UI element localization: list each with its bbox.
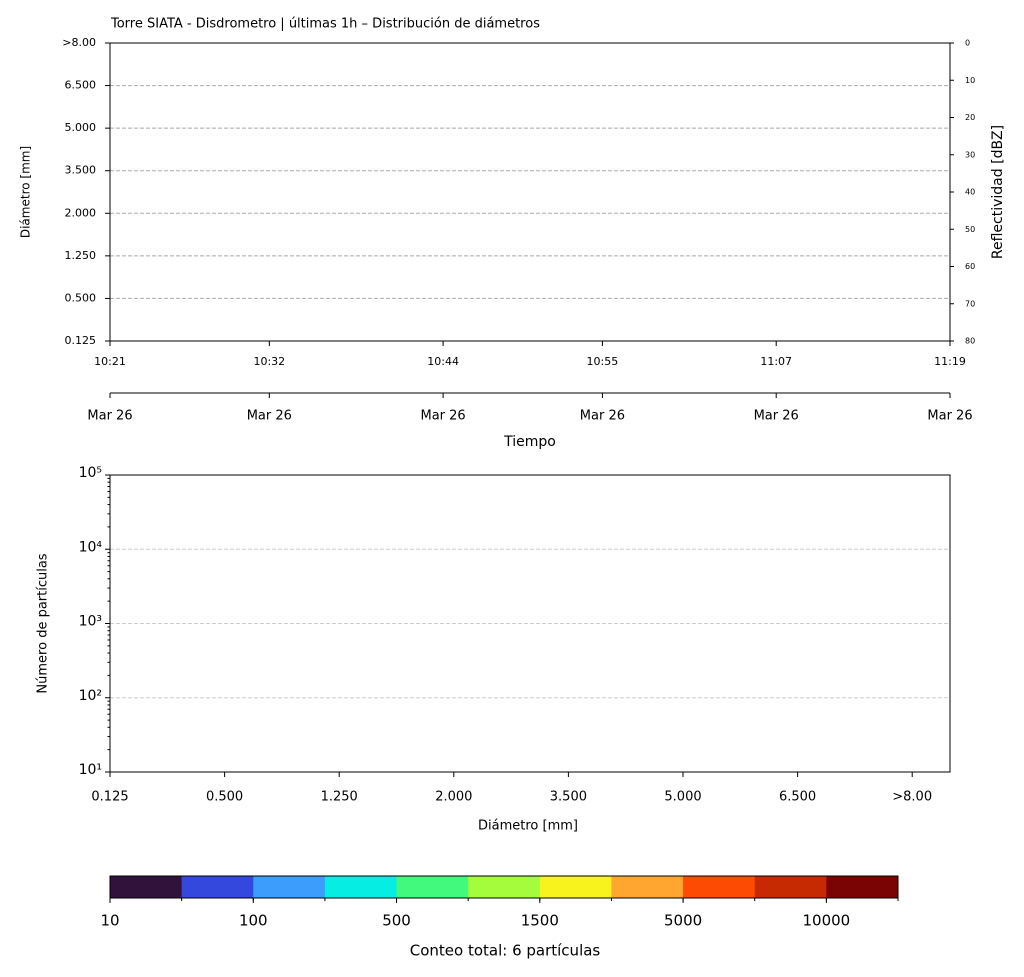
x-axis-label: Diámetro [mm]: [478, 819, 578, 834]
y2-tick-label: 10: [965, 76, 975, 85]
x2-tick-label: Mar 26: [927, 409, 972, 424]
x-tick-label: 1.250: [321, 790, 358, 805]
x-tick-label: 0.125: [91, 790, 128, 805]
colorbar-tick-label: 5000: [664, 912, 702, 930]
color-swatch: [396, 876, 469, 898]
y-tick-label: 6.500: [65, 79, 97, 92]
plot-frame: [109, 42, 951, 342]
x-tick-label: 3.500: [550, 790, 587, 805]
chart-title: Torre SIATA - Disdrometro | últimas 1h –…: [110, 17, 540, 32]
x-tick-label: 10:44: [427, 355, 459, 368]
y2-tick-label: 60: [965, 262, 975, 271]
y-tick-label: 10⁴: [79, 539, 103, 555]
color-swatch: [754, 876, 827, 898]
y2-axis-label: Reflectividad [dBZ]: [990, 125, 1006, 259]
color-swatch: [324, 876, 398, 898]
color-swatch: [683, 876, 756, 898]
y-tick-label: 1.250: [65, 249, 97, 262]
y2-tick-label: 80: [965, 337, 975, 346]
colorbar-tick-label: 100: [239, 912, 268, 930]
x-tick-label: 10:21: [94, 355, 126, 368]
y2-tick-label: 70: [965, 299, 975, 308]
x-tick-label: >8.00: [892, 790, 932, 805]
x2-tick-label: Mar 26: [247, 409, 292, 424]
x-tick-label: 10:32: [253, 355, 285, 368]
y-tick-label: 10⁵: [79, 465, 102, 481]
y2-tick-label: 40: [965, 188, 975, 197]
y-tick-label: 3.500: [65, 164, 97, 177]
x-axis-label: Tiempo: [503, 434, 556, 450]
color-swatch: [253, 876, 326, 898]
y-axis-label: Número de partículas: [36, 553, 51, 693]
colorbar-frame: [109, 875, 899, 899]
x-tick-label: 2.000: [435, 790, 472, 805]
x-tick-label: 10:55: [587, 355, 619, 368]
y-tick-label: 10³: [79, 614, 102, 630]
y-axis-label: Diámetro [mm]: [19, 146, 33, 238]
colorbar-label: Conteo total: 6 partículas: [410, 942, 601, 960]
color-swatch: [468, 876, 541, 898]
x2-tick-label: Mar 26: [421, 409, 466, 424]
y-tick-label: 10¹: [79, 762, 102, 778]
x-tick-label: 11:07: [760, 355, 792, 368]
y-tick-label: 0.125: [65, 334, 97, 347]
x-tick-label: 5.000: [664, 790, 701, 805]
color-swatch: [539, 876, 612, 898]
colorbar-tick-label: 1500: [521, 912, 559, 930]
x2-tick-label: Mar 26: [87, 409, 132, 424]
x-tick-label: 11:19: [934, 355, 966, 368]
color-swatch: [181, 876, 254, 898]
y-tick-label: 2.000: [65, 206, 97, 219]
y2-tick-label: 50: [965, 225, 975, 234]
x-tick-label: 0.500: [206, 790, 243, 805]
plot-frame: [109, 474, 951, 773]
colorbar-tick-label: 10: [100, 912, 119, 930]
x-tick-label: 6.500: [779, 790, 816, 805]
y2-tick-label: 30: [965, 150, 975, 159]
y-tick-label: 0.500: [65, 291, 97, 304]
y-tick-label: 5.000: [65, 121, 97, 134]
color-swatch: [826, 876, 899, 898]
x2-tick-label: Mar 26: [580, 409, 625, 424]
y2-tick-label: 0: [965, 39, 970, 48]
y2-tick-label: 20: [965, 113, 975, 122]
y-tick-label: >8.00: [62, 36, 96, 49]
color-swatch: [611, 876, 684, 898]
colorbar-tick-label: 10000: [803, 912, 851, 930]
color-swatch: [110, 876, 183, 898]
colorbar-tick-label: 500: [382, 912, 411, 930]
y-tick-label: 10²: [79, 688, 102, 704]
x2-tick-label: Mar 26: [754, 409, 799, 424]
